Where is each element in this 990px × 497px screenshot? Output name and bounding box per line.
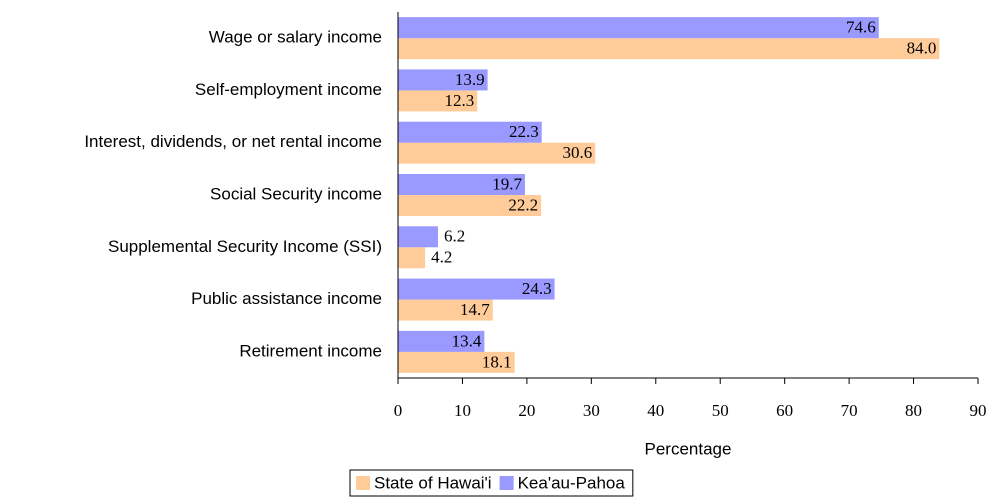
bar <box>398 299 493 321</box>
bar <box>398 174 525 195</box>
bar <box>398 142 596 164</box>
value-label: 22.2 <box>508 195 538 214</box>
value-label: 14.7 <box>460 300 490 319</box>
y-tick-label: Public assistance income <box>191 289 382 308</box>
x-tick-label: 40 <box>647 401 664 420</box>
y-tick-label: Retirement income <box>239 341 382 360</box>
bar <box>398 38 940 60</box>
bar <box>398 330 485 352</box>
bar <box>398 121 542 143</box>
y-tick-label: Wage or salary income <box>209 28 382 47</box>
x-tick-label: 10 <box>454 401 471 420</box>
value-label: 84.0 <box>907 39 937 58</box>
value-label: 19.7 <box>492 174 522 193</box>
bar <box>398 226 438 248</box>
x-tick-label: 50 <box>712 401 729 420</box>
y-tick-label: Supplemental Security Income (SSI) <box>108 237 382 256</box>
legend-label: State of Hawai'i <box>374 473 492 492</box>
bar <box>398 247 426 269</box>
value-label: 13.9 <box>455 70 485 89</box>
legend-label: Kea'au-Pahoa <box>518 473 626 492</box>
x-tick-label: 20 <box>518 401 535 420</box>
bar <box>398 278 555 300</box>
value-label: 24.3 <box>522 279 552 298</box>
bar <box>398 351 515 373</box>
x-tick-label: 30 <box>583 401 600 420</box>
value-label: 22.3 <box>509 122 539 141</box>
y-tick-label: Social Security income <box>210 184 382 203</box>
value-label: 6.2 <box>444 227 465 246</box>
bar <box>398 69 488 91</box>
x-tick-label: 60 <box>776 401 793 420</box>
bar <box>398 195 542 216</box>
x-tick-label: 0 <box>394 401 403 420</box>
x-tick-label: 80 <box>905 401 922 420</box>
legend-box <box>349 469 634 497</box>
bar <box>398 17 879 39</box>
x-tick-label: 90 <box>970 401 987 420</box>
legend-swatch <box>499 476 514 490</box>
value-label: 18.1 <box>482 352 512 371</box>
legend-swatch <box>356 476 370 490</box>
x-axis-label: Percentage <box>645 439 732 458</box>
bar <box>398 90 478 112</box>
value-label: 74.6 <box>846 18 876 37</box>
y-tick-label: Interest, dividends, or net rental incom… <box>84 132 382 151</box>
value-label: 30.6 <box>562 143 592 162</box>
y-tick-label: Self-employment income <box>195 80 382 99</box>
x-tick-label: 70 <box>841 401 858 420</box>
value-label: 13.4 <box>452 331 482 350</box>
value-label: 12.3 <box>445 91 475 110</box>
value-label: 4.2 <box>431 248 452 267</box>
